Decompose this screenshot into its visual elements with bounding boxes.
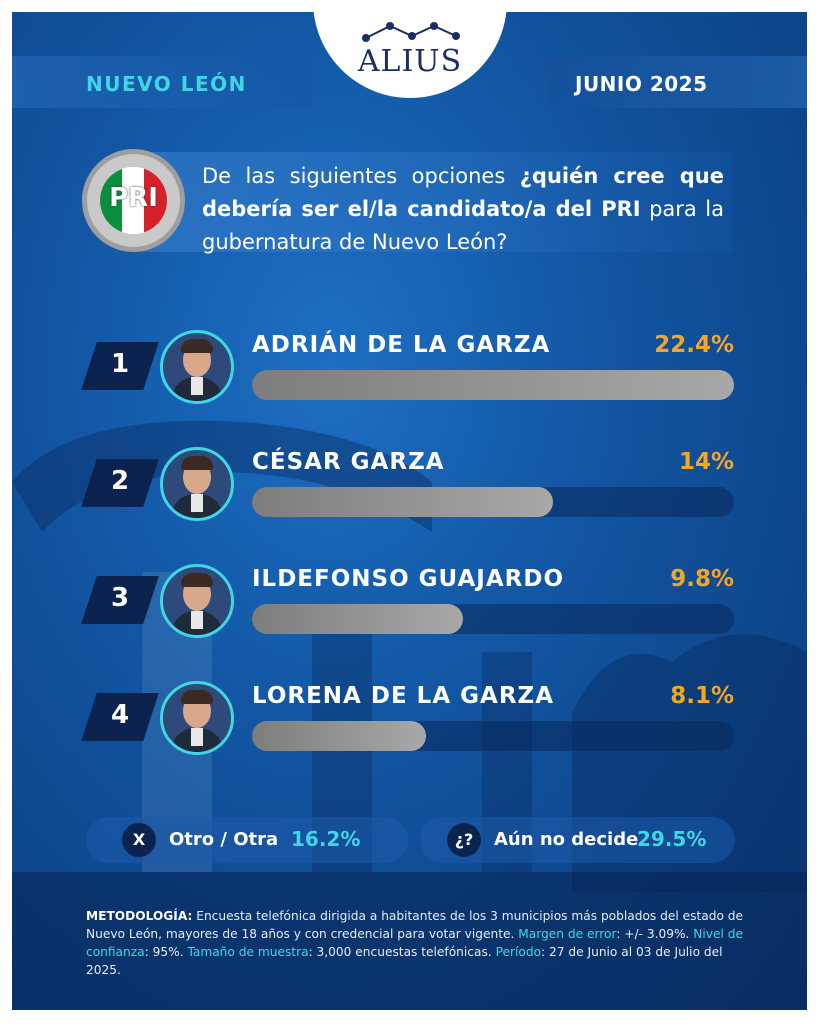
candidate-name: CÉSAR GARZA	[252, 449, 445, 475]
pri-logo: PRI	[82, 149, 185, 252]
avatar-collar	[191, 611, 203, 629]
question-part1: De las siguientes opciones	[202, 164, 520, 188]
bar-fill	[252, 604, 463, 634]
pri-green-stripe	[100, 167, 122, 234]
candidate-percent: 8.1%	[670, 683, 734, 709]
avatar-hair	[181, 690, 213, 704]
question-part3: para la gubernatura de Nuevo León?	[202, 197, 724, 254]
confidence-key: Nivel de confianza	[86, 927, 744, 959]
bar-fill	[252, 721, 426, 751]
avatar-collar	[191, 494, 203, 512]
methodology-title: METODOLOGÍA:	[86, 909, 193, 923]
candidate-name: LORENA DE LA GARZA	[252, 683, 555, 709]
undecided-label: Aún no decide	[494, 829, 639, 850]
rank-number: 4	[110, 700, 130, 730]
bar-fill	[252, 487, 553, 517]
candidate-percent: 9.8%	[670, 566, 734, 592]
avatar-collar	[191, 728, 203, 746]
pri-white-stripe	[122, 167, 144, 234]
margin-key: Margen de error	[518, 927, 617, 941]
candidate-avatar	[160, 564, 234, 638]
poll-card: ALIUS NUEVO LEÓN JUNIO 2025 PRI De las s…	[12, 12, 807, 1010]
question-part2: ¿quién cree que debería ser el/la candid…	[202, 164, 724, 221]
sample-key: Tamaño de muestra	[187, 945, 309, 959]
x-icon: X	[122, 823, 156, 857]
methodology-note: METODOLOGÍA: Encuesta telefónica dirigid…	[86, 907, 746, 979]
confidence-value: : 95%.	[144, 945, 188, 959]
other-label: Otro / Otra	[169, 829, 279, 850]
question-party: PRI	[601, 197, 641, 221]
region-label: NUEVO LEÓN	[86, 72, 247, 96]
avatar-hair	[181, 456, 213, 470]
avatar-hair	[181, 339, 213, 353]
question-text: De las siguientes opciones ¿quién cree q…	[202, 160, 724, 259]
candidate-percent: 14%	[678, 449, 734, 475]
avatar-hair	[181, 573, 213, 587]
other-value: 16.2%	[291, 827, 361, 851]
date-band	[547, 56, 807, 108]
pri-red-stripe	[144, 167, 167, 234]
brand-name: ALIUS	[357, 44, 463, 79]
candidate-row: 2 CÉSAR GARZA 14%	[12, 439, 807, 529]
candidate-avatar	[160, 447, 234, 521]
pri-logo-letters: PRI	[109, 183, 158, 213]
candidate-row: 3 ILDEFONSO GUAJARDO 9.8%	[12, 556, 807, 646]
sample-value: : 3,000 encuestas telefónicas.	[308, 945, 496, 959]
candidate-row: 4 LORENA DE LA GARZA 8.1%	[12, 673, 807, 763]
candidate-avatar	[160, 330, 234, 404]
bar-fill	[252, 370, 734, 400]
candidate-avatar	[160, 681, 234, 755]
question-band	[132, 152, 732, 252]
period-key: Período	[495, 945, 542, 959]
candidate-name: ADRIÁN DE LA GARZA	[252, 332, 551, 358]
rank-number: 3	[110, 583, 130, 613]
brand-logo: ALIUS	[313, 12, 507, 98]
question-mark-icon: ¿?	[447, 823, 481, 857]
pri-logo-emblem: PRI	[100, 167, 167, 234]
margin-value: : +/- 3.09%.	[616, 927, 694, 941]
methodology-text: Encuesta telefónica dirigida a habitante…	[86, 909, 744, 941]
rank-number: 2	[110, 466, 130, 496]
avatar-collar	[191, 377, 203, 395]
region-band	[12, 56, 312, 108]
candidate-row: 1 ADRIÁN DE LA GARZA 22.4%	[12, 322, 807, 412]
rank-number: 1	[110, 349, 130, 379]
date-label: JUNIO 2025	[575, 72, 708, 96]
candidate-name: ILDEFONSO GUAJARDO	[252, 566, 565, 592]
undecided-value: 29.5%	[637, 827, 707, 851]
candidate-percent: 22.4%	[654, 332, 734, 358]
brand-logo-dots-icon	[362, 22, 460, 42]
period-value: : 27 de Junio al 03 de Julio del 2025.	[86, 945, 723, 977]
